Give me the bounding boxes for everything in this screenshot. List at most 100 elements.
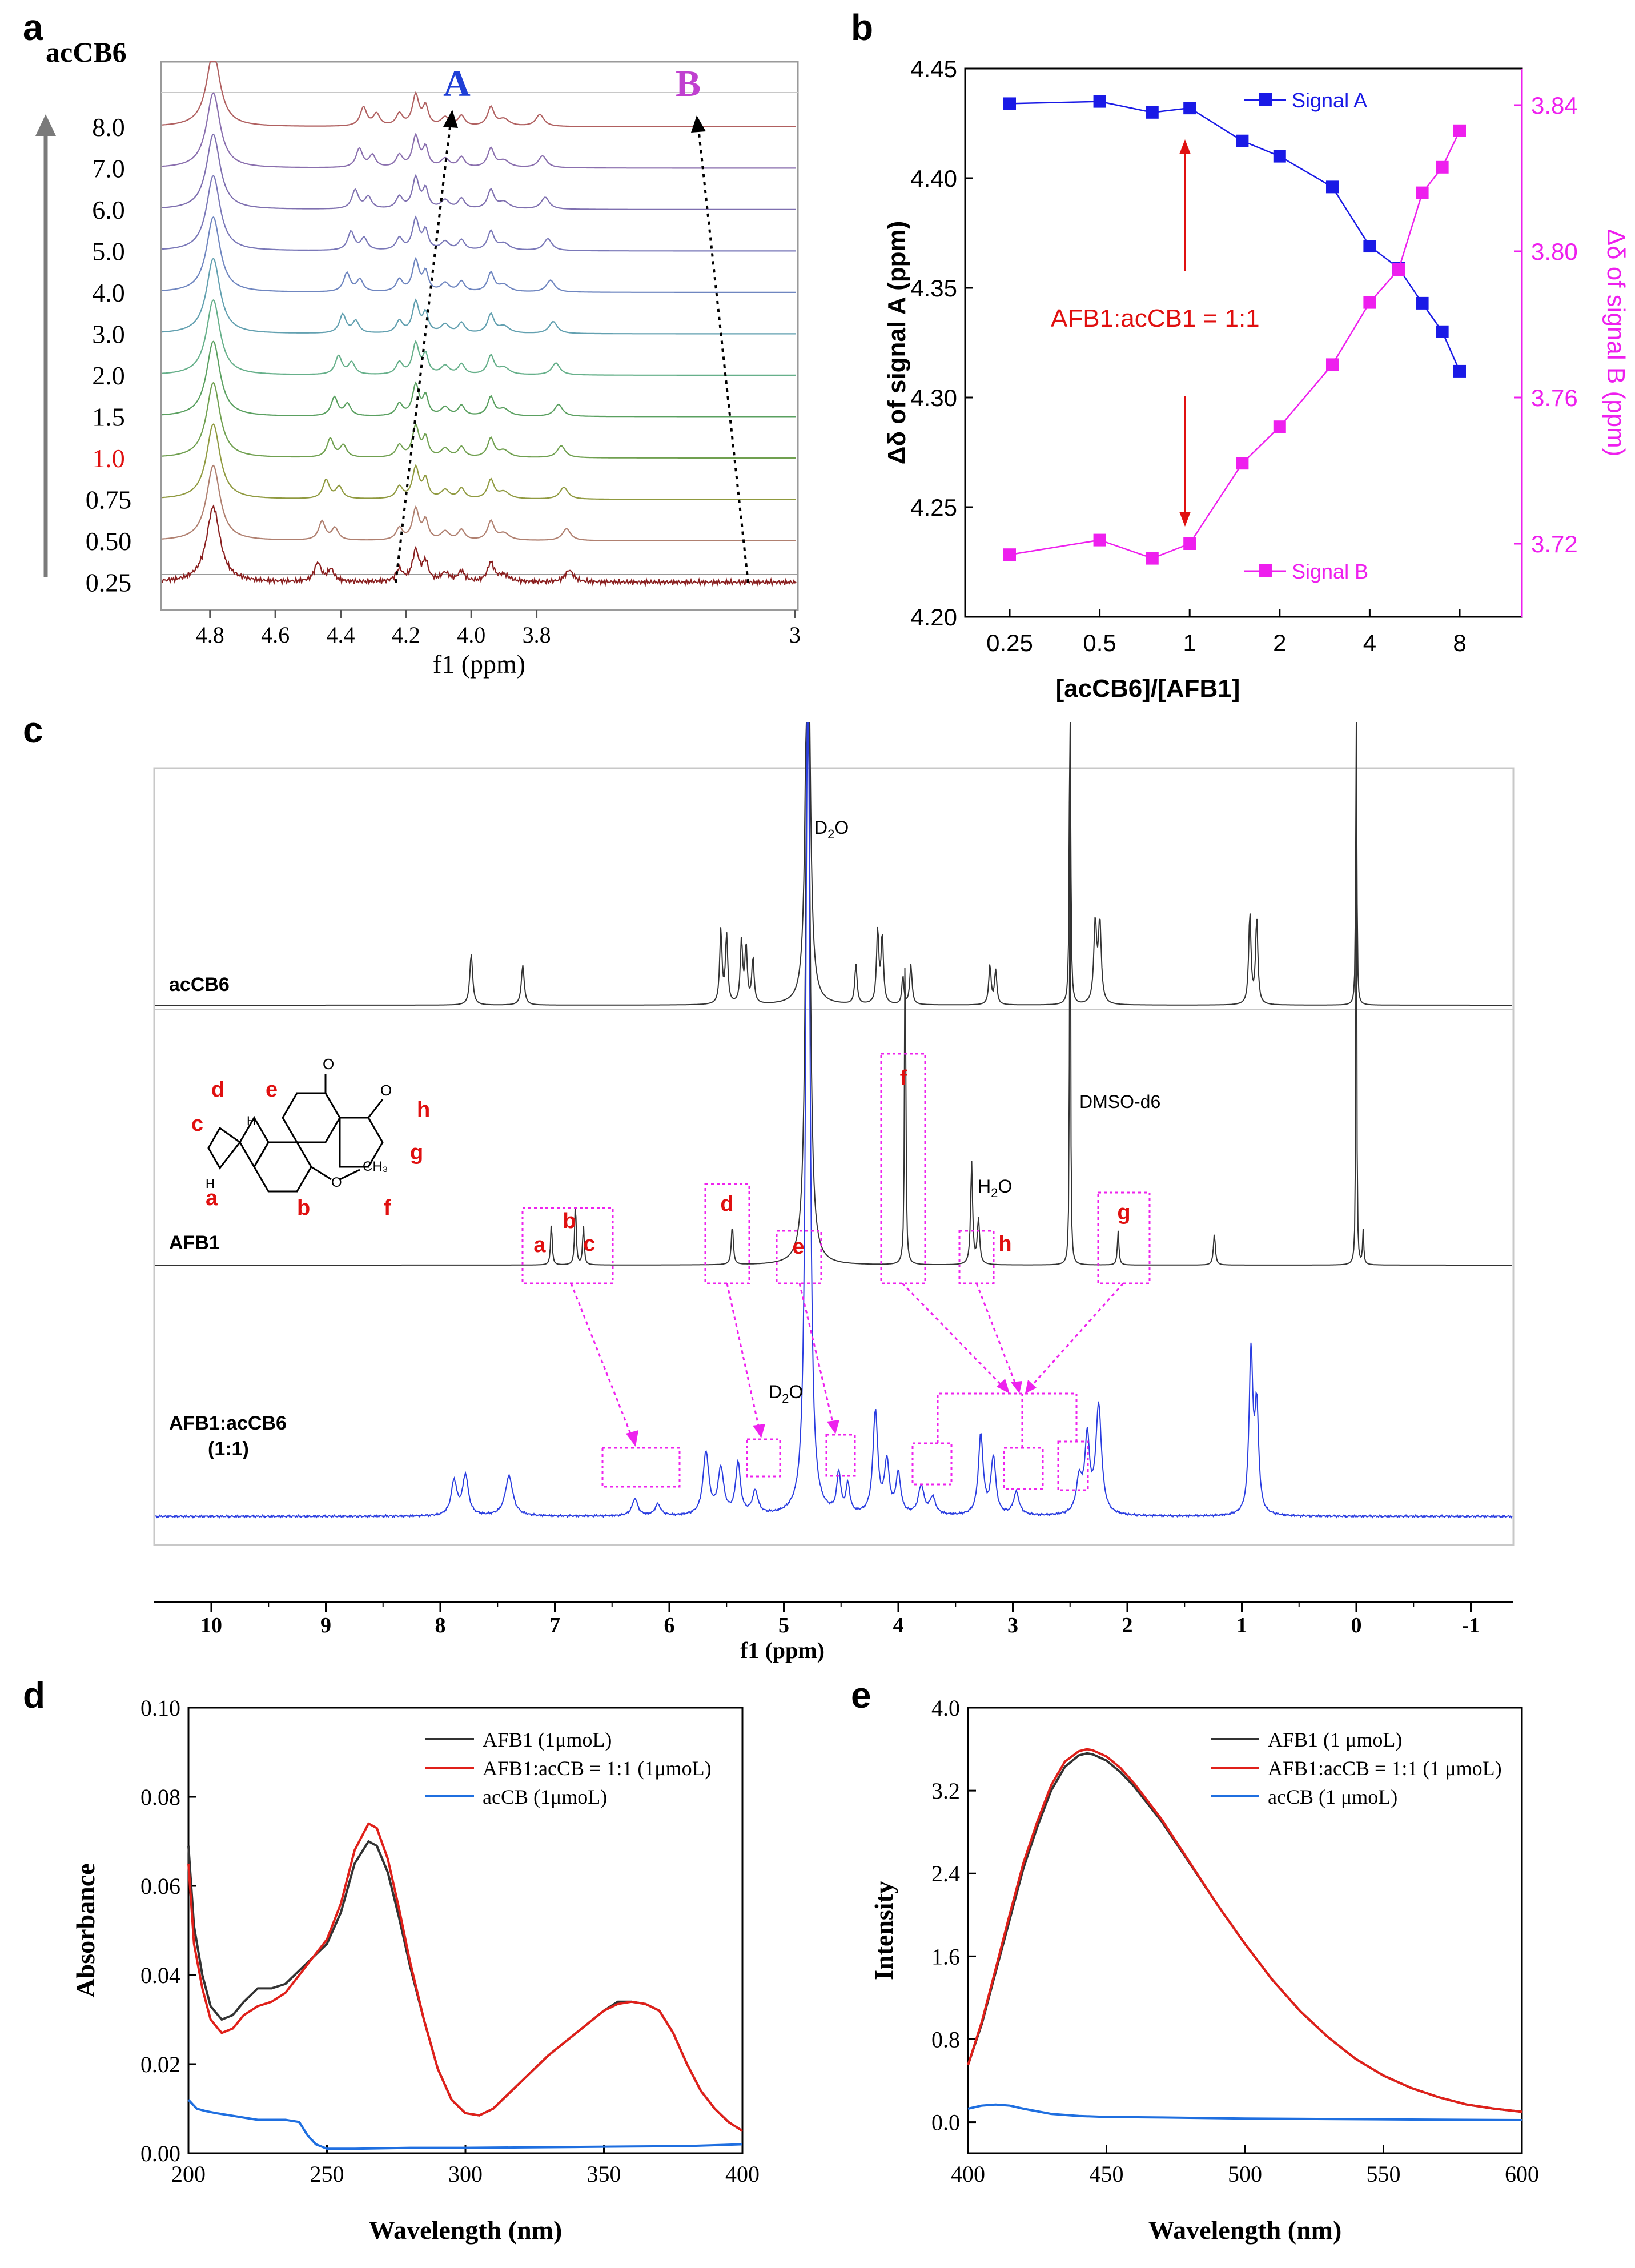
panel-c-xtick-label: -1 xyxy=(1462,1613,1480,1637)
struct-atom-o1: O xyxy=(323,1055,334,1073)
data-point-signal-b xyxy=(1236,457,1249,470)
xtick-label: 550 xyxy=(1367,2161,1401,2187)
ytick-label: 0.0 xyxy=(931,2110,960,2135)
series-line xyxy=(187,1822,744,2132)
spectrum-label-afb1: AFB1 xyxy=(169,1232,220,1254)
panel-a-nmr-stack: 4.8 4.6 4.4 4.2 4.0 3.8 3 f1 (ppm) acCB6 8.0 7.… xyxy=(35,36,801,679)
data-point-signal-a xyxy=(1416,296,1429,310)
box-complex-d xyxy=(746,1438,781,1478)
panel-b-xtick-label: 8 xyxy=(1453,629,1466,656)
label-d2o-top: D2O xyxy=(814,817,849,841)
data-point-signal-b xyxy=(1436,160,1449,174)
panel-a-xtick-label: 4.2 xyxy=(392,622,420,648)
ytick-label: 3.2 xyxy=(931,1778,960,1804)
ytick-label: 0.02 xyxy=(140,2052,180,2077)
panel-a-xtick-label: 4.4 xyxy=(326,622,355,648)
panel-a-xtick-label: 4.8 xyxy=(196,622,224,648)
ytick-label: 0.06 xyxy=(140,1873,180,1899)
panel-b-y2label: Δδ of signal B (ppm) xyxy=(1602,229,1630,457)
struct-atom-h2: H xyxy=(206,1177,215,1191)
ytick-label: 0.8 xyxy=(931,2026,960,2052)
stack-label: 3.0 xyxy=(92,320,125,349)
peak-label-c: c xyxy=(583,1232,595,1256)
arrow-e xyxy=(798,1283,835,1427)
structure-label-h: h xyxy=(417,1098,430,1122)
struct-atom-ch3: CH₃ xyxy=(363,1159,388,1174)
arrow-h xyxy=(975,1283,1018,1387)
arrowhead-f xyxy=(997,1379,1010,1394)
panel-a-spectrum xyxy=(162,133,796,210)
data-point-signal-b xyxy=(1183,537,1196,550)
data-point-signal-b xyxy=(1003,548,1016,561)
struct-atom-h1: H xyxy=(247,1114,256,1128)
data-point-signal-b xyxy=(1453,124,1466,137)
panel-e-chart: 400 450 500 550 600 0.0 0.8 1.6 2.4 3.2 4.0 AFB1 (… xyxy=(869,1695,1539,2245)
data-point-signal-b xyxy=(1416,186,1429,199)
series-line xyxy=(187,1840,744,2132)
data-point-signal-a xyxy=(1363,240,1376,253)
peak-label-b: b xyxy=(563,1209,576,1233)
panel-a-spectrum xyxy=(162,299,796,376)
series-line xyxy=(967,1752,1522,2113)
panel-d-ylabel: Absorbance xyxy=(71,1863,100,1997)
stack-label: 2.0 xyxy=(92,361,125,390)
panel-b-chart: 0.25 0.5 1 2 4 8 4.20 4.25 4.30 4.35 4.40 4.45 3.72 3… xyxy=(883,55,1630,703)
data-point-signal-b xyxy=(1146,552,1159,565)
panel-a-spectrum xyxy=(162,258,796,335)
data-point-signal-a xyxy=(1146,106,1159,119)
series-line-signal-b xyxy=(1009,130,1461,559)
panel-d-chart: 200 250 300 350 4000.000.020.040.060.080.10 … xyxy=(71,1695,760,2245)
xtick-label: 500 xyxy=(1228,2161,1262,2187)
panel-c-xtick-label: 4 xyxy=(893,1613,904,1637)
data-point-signal-a xyxy=(1325,180,1339,194)
arrow-abc xyxy=(570,1283,634,1440)
panel-b-ytick-label: 4.45 xyxy=(910,55,957,82)
peak-label-a: a xyxy=(533,1233,546,1257)
ytick-label: 2.4 xyxy=(931,1861,960,1886)
panel-e-ylabel: Intensity xyxy=(869,1881,898,1980)
stack-label: 1.0 xyxy=(92,444,125,473)
data-point-signal-a xyxy=(1183,102,1196,115)
legend-entry: AFB1:acCB = 1:1 (1 μmoL) xyxy=(1268,1757,1502,1780)
bond-carbonyl-2 xyxy=(367,1099,384,1118)
panel-c-xlabel: f1 (ppm) xyxy=(740,1637,825,1663)
signal-a-arrow-head xyxy=(443,110,458,128)
panel-c-xtick-label: 7 xyxy=(549,1613,560,1637)
xtick-label: 350 xyxy=(587,2161,621,2187)
ytick-label: 1.6 xyxy=(931,1944,960,1969)
xtick-label: 400 xyxy=(951,2161,985,2187)
panel-c-xtick-label: 2 xyxy=(1122,1613,1133,1637)
data-point-signal-a xyxy=(1093,95,1106,108)
spectrum-complex xyxy=(155,722,1513,1519)
box-d xyxy=(704,1183,750,1284)
legend-marker-signal-a xyxy=(1259,93,1272,106)
spectrum-label-complex: AFB1:acCB6 xyxy=(169,1412,287,1434)
panel-c-xtick-label: 6 xyxy=(664,1613,675,1637)
structure-label-e: e xyxy=(266,1078,278,1102)
struct-atom-o2: O xyxy=(380,1082,392,1099)
arrowhead-abc xyxy=(626,1430,638,1447)
annotation-arrow-up-head xyxy=(1179,139,1191,154)
ytick-label: 4.0 xyxy=(931,1695,960,1721)
annotation-ratio: AFB1:acCB1 = 1:1 xyxy=(1051,304,1260,332)
arrowhead-h xyxy=(1011,1381,1022,1394)
annotation-arrow-down-head xyxy=(1179,512,1191,527)
signal-b-trend-arrow xyxy=(697,122,749,583)
structure-label-f: f xyxy=(384,1196,391,1220)
arrowhead-d xyxy=(753,1424,765,1438)
ring-cyclopentenone xyxy=(339,1117,384,1168)
box-complex-e xyxy=(825,1434,856,1477)
data-point-signal-a xyxy=(1436,325,1449,338)
spectrum-label-ratio: (1:1) xyxy=(208,1438,249,1460)
panel-b-xtick-label: 4 xyxy=(1363,629,1376,656)
spectrum-label-accb6: acCB6 xyxy=(169,974,230,995)
panel-a-spectrum xyxy=(162,92,796,169)
panel-a-spectrum xyxy=(162,423,796,500)
label-h2o: H2O xyxy=(978,1176,1012,1200)
box-abc xyxy=(521,1207,614,1284)
panel-a-xtick-label: 3.8 xyxy=(523,622,551,648)
stack-label: 0.75 xyxy=(86,485,132,515)
data-point-signal-b xyxy=(1363,296,1376,309)
label-d2o-bottom: D2O xyxy=(769,1382,803,1406)
